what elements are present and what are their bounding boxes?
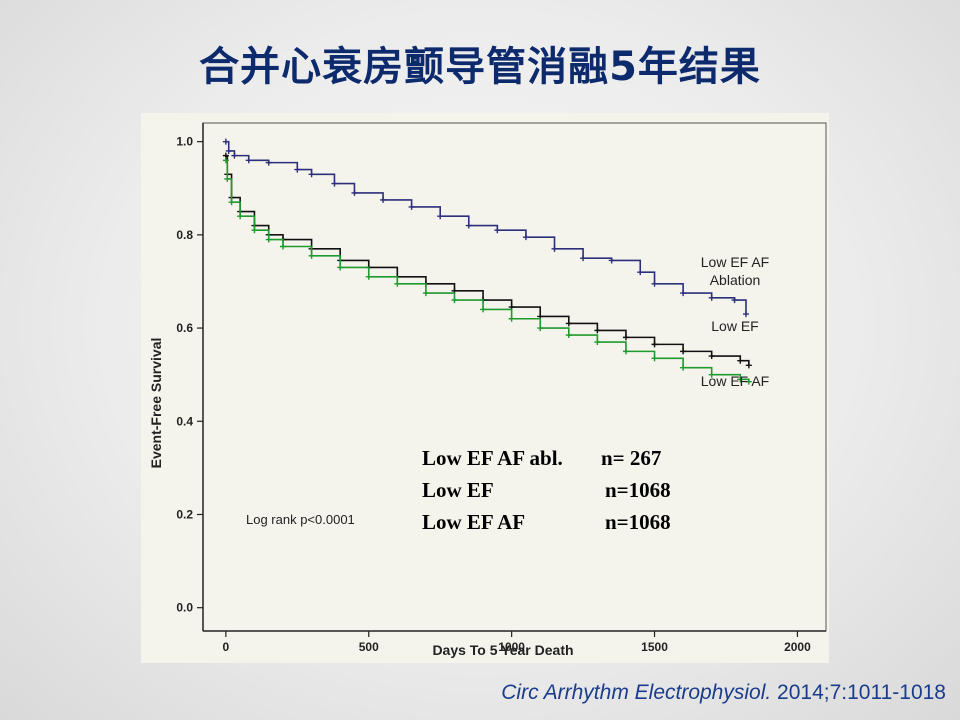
censor-mark-low-ef-af-ablation	[551, 245, 558, 252]
labels-layer: Low EF AF Ablation Low EF Low EF AF	[701, 254, 769, 389]
censor-mark-low-ef-af	[565, 332, 572, 339]
x-tick-label: 0	[223, 640, 230, 654]
censor-mark-low-ef-af-ablation	[225, 147, 232, 154]
series-line-low-ef-af-ablation	[225, 140, 747, 315]
censor-mark-low-ef-af-ablation	[522, 234, 529, 241]
y-tick-label: 0.4	[176, 414, 193, 428]
y-tick-label: 0.8	[176, 228, 193, 242]
censor-mark-low-ef-af-ablation	[742, 311, 749, 318]
censor-mark-low-ef-af-ablation	[580, 255, 587, 262]
censor-mark-low-ef-af	[394, 280, 401, 287]
series-layer	[222, 138, 752, 385]
series-line-low-ef	[225, 154, 750, 366]
censor-mark-low-ef	[622, 334, 629, 341]
series-line-low-ef-af	[225, 159, 750, 382]
censor-mark-low-ef-af-ablation	[731, 297, 738, 304]
censor-mark-low-ef-af-ablation	[245, 157, 252, 164]
censor-mark-low-ef-af	[228, 199, 235, 206]
censor-mark-low-ef-af-ablation	[231, 152, 238, 159]
citation: Circ Arrhythm Electrophysiol. 2014;7:101…	[501, 681, 946, 705]
censor-mark-low-ef-af	[308, 252, 315, 259]
chart-svg: 0.0 0.2 0.4 0.6 0.8 1.0 0 500 1000 1500 2000 Low E…	[148, 122, 827, 658]
censor-mark-low-ef-af	[651, 355, 658, 362]
censor-mark-low-ef-af-ablation	[651, 280, 658, 287]
legend-label-low-ef-af: Low EF AF	[422, 510, 525, 534]
censor-mark-low-ef-af	[594, 339, 601, 346]
censor-mark-low-ef-af-ablation	[637, 269, 644, 276]
legend-label-ablation: Low EF AF abl.	[422, 446, 563, 470]
y-tick-label: 0.2	[176, 507, 193, 521]
y-tick-label: 0.0	[176, 601, 193, 615]
censor-mark-low-ef-af	[237, 213, 244, 220]
series-label-low-ef: Low EF	[711, 318, 758, 334]
censor-mark-low-ef-af	[337, 264, 344, 271]
censor-mark-low-ef-af-ablation	[351, 189, 358, 196]
censor-mark-low-ef-af	[737, 376, 744, 383]
censor-mark-low-ef-af	[265, 236, 272, 243]
y-tick-label: 1.0	[176, 135, 193, 149]
series-label-low-ef-af-ablation: Low EF AF	[701, 254, 769, 270]
survival-chart: 0.0 0.2 0.4 0.6 0.8 1.0 0 500 1000 1500 2000 Low E…	[141, 113, 829, 663]
censor-mark-low-ef-af	[365, 273, 372, 280]
censor-mark-low-ef-af-ablation	[465, 222, 472, 229]
x-tick-label: 2000	[784, 640, 811, 654]
censor-mark-low-ef-af-ablation	[380, 196, 387, 203]
sample-size-legend: Low EF AF abl. n= 267 Low EF n=1068 Low …	[422, 446, 671, 534]
censor-mark-low-ef-af-ablation	[308, 171, 315, 178]
legend-n-low-ef-af: n=1068	[605, 510, 671, 534]
legend-n-low-ef: n=1068	[605, 478, 671, 502]
censor-mark-low-ef-af-ablation	[494, 227, 501, 234]
censor-mark-low-ef-af-ablation	[708, 294, 715, 301]
series-label-low-ef-af-ablation: Ablation	[710, 272, 761, 288]
censor-mark-low-ef-af	[451, 297, 458, 304]
censor-mark-low-ef-af	[508, 315, 515, 322]
censor-mark-low-ef-af-ablation	[331, 180, 338, 187]
legend-label-low-ef: Low EF	[422, 478, 494, 502]
censor-mark-low-ef-af-ablation	[680, 290, 687, 297]
censor-mark-low-ef-af-ablation	[222, 138, 229, 145]
censor-mark-low-ef	[594, 327, 601, 334]
censor-mark-low-ef-af	[708, 371, 715, 378]
citation-ref: 2014;7:1011-1018	[771, 681, 946, 704]
slide-title: 合并心衰房颤导管消融5年结果	[199, 44, 761, 90]
censor-mark-low-ef-af-ablation	[294, 166, 301, 173]
censor-mark-low-ef	[737, 357, 744, 364]
censor-mark-low-ef-af	[251, 227, 258, 234]
censor-mark-low-ef-af	[622, 348, 629, 355]
censor-mark-low-ef-af	[480, 306, 487, 313]
censor-mark-low-ef-af	[422, 290, 429, 297]
censor-mark-low-ef-af-ablation	[437, 213, 444, 220]
censor-mark-low-ef-af	[222, 157, 229, 164]
censor-mark-low-ef-af	[680, 364, 687, 371]
x-axis-label: Days To 5 Year Death	[432, 642, 573, 658]
censor-mark-low-ef-af-ablation	[408, 203, 415, 210]
censor-mark-low-ef-af	[537, 325, 544, 332]
citation-journal: Circ Arrhythm Electrophysiol.	[501, 681, 772, 704]
x-tick-label: 1500	[641, 640, 668, 654]
ticks-layer: 0.0 0.2 0.4 0.6 0.8 1.0 0 500 1000 1500 2000	[176, 135, 811, 654]
censor-mark-low-ef	[708, 353, 715, 360]
censor-mark-low-ef	[745, 362, 752, 369]
censor-mark-low-ef	[565, 320, 572, 327]
censor-mark-low-ef-af-ablation	[265, 159, 272, 166]
legend-n-ablation: n= 267	[601, 446, 661, 470]
y-axis-label: Event-Free Survival	[148, 338, 164, 469]
log-rank-annotation: Log rank p<0.0001	[246, 512, 355, 527]
y-tick-label: 0.6	[176, 321, 193, 335]
censor-mark-low-ef-af	[745, 378, 752, 385]
censor-mark-low-ef	[651, 341, 658, 348]
x-tick-label: 1000	[498, 640, 525, 654]
censor-mark-low-ef-af	[224, 175, 231, 182]
censor-mark-low-ef-af-ablation	[608, 257, 615, 264]
censor-mark-low-ef-af	[280, 243, 287, 250]
series-label-low-ef-af: Low EF AF	[701, 373, 769, 389]
x-tick-label: 500	[359, 640, 379, 654]
censor-mark-low-ef	[680, 348, 687, 355]
